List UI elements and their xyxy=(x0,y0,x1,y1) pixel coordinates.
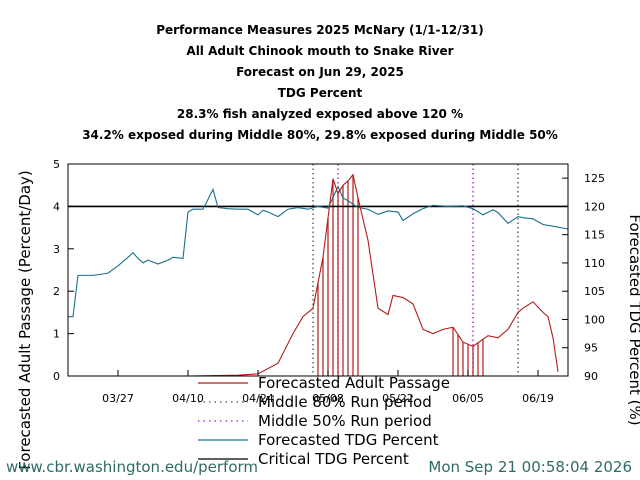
legend-label-2: Middle 80% Run period xyxy=(258,393,432,411)
y-axis: 0 1 2 3 4 5 Forecasted Adult Passage (Percent/… xyxy=(16,158,74,470)
y2-tick-label-115: 115 xyxy=(584,229,605,242)
y-tick-label-5: 5 xyxy=(53,158,60,171)
footer-timestamp: Mon Sep 21 00:58:04 2026 xyxy=(428,458,632,476)
y2-tick-label-120: 120 xyxy=(584,200,605,213)
title-line-2: All Adult Chinook mouth to Snake River xyxy=(186,44,453,58)
legend-label-5: Critical TDG Percent xyxy=(258,450,409,468)
x-tick-label-03/27: 03/27 xyxy=(102,392,134,405)
x-axis: 03/27 04/10 04/24 05/08 05/22 06/05 06/19 xyxy=(102,370,554,405)
footer-url: www.cbr.washington.edu/perform xyxy=(6,458,259,476)
y-tick-label-0: 0 xyxy=(53,370,60,383)
title-line-6: 34.2% exposed during Middle 80%, 29.8% e… xyxy=(82,128,558,142)
y2-axis: 90 95 100 105 110 115 120 125 Forecasted TDG Per… xyxy=(562,172,640,426)
y-tick-label-2: 2 xyxy=(53,285,60,298)
x-tick-label-04/24: 04/24 xyxy=(242,392,274,405)
y2-tick-label-125: 125 xyxy=(584,172,605,185)
y2-tick-label-105: 105 xyxy=(584,285,605,298)
title-line-1: Performance Measures 2025 McNary (1/1-12… xyxy=(156,23,484,37)
y2-tick-label-110: 110 xyxy=(584,257,605,270)
plot-frame xyxy=(67,163,569,377)
title-line-5: 28.3% fish analyzed exposed above 120 % xyxy=(177,107,463,121)
chart-title: Performance Measures 2025 McNary (1/1-12… xyxy=(82,23,558,142)
x-tick-label-04/10: 04/10 xyxy=(172,392,204,405)
y2-axis-label: Forecasted TDG Percent (%) xyxy=(626,214,640,425)
title-line-3: Forecast on Jun 29, 2025 xyxy=(236,65,404,79)
passage-series-line xyxy=(68,173,559,377)
plot-area xyxy=(67,163,569,377)
x-tick-label-06/19: 06/19 xyxy=(522,392,554,405)
legend-label-3: Middle 50% Run period xyxy=(258,412,432,430)
y-tick-label-3: 3 xyxy=(53,243,60,256)
legend-label-1: Forecasted Adult Passage xyxy=(258,374,450,392)
y2-tick-label-95: 95 xyxy=(584,342,598,355)
x-tick-label-05/08: 05/08 xyxy=(312,392,344,405)
legend-label-4: Forecasted TDG Percent xyxy=(258,431,439,449)
x-tick-label-06/05: 06/05 xyxy=(452,392,484,405)
title-line-4: TDG Percent xyxy=(278,86,363,100)
x-tick-label-05/22: 05/22 xyxy=(382,392,414,405)
tdg-series-line xyxy=(68,185,569,318)
y2-tick-label-90: 90 xyxy=(584,370,598,383)
y-tick-label-4: 4 xyxy=(53,200,60,213)
y-axis-label: Forecasted Adult Passage (Percent/Day) xyxy=(16,170,34,470)
y-tick-label-1: 1 xyxy=(53,328,60,341)
y2-tick-label-100: 100 xyxy=(584,313,605,326)
